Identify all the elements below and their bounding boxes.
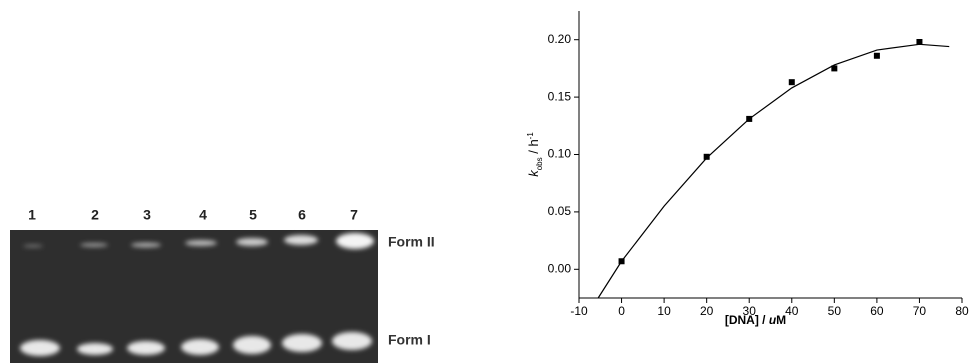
point [874, 53, 880, 59]
x-label-part: [DNA] / [725, 313, 769, 327]
form-i-label: Form I [388, 332, 431, 348]
point [704, 154, 710, 160]
lane-label: 6 [298, 207, 306, 223]
lane-label: 5 [249, 207, 257, 223]
y-tick-label: 0.15 [548, 89, 572, 103]
x-tick-label: 80 [955, 304, 969, 318]
point [789, 79, 795, 85]
lane-label: 1 [28, 207, 36, 223]
x-tick-label: 70 [913, 304, 927, 318]
lane-label: 2 [91, 207, 99, 223]
point [916, 39, 922, 45]
x-label-part: M [776, 313, 786, 327]
x-tick-label: 0 [618, 304, 625, 318]
gel [10, 230, 378, 363]
x-tick-label: 10 [657, 304, 671, 318]
lane-label: 3 [143, 207, 151, 223]
figure: Form II Form I 1 2 3 4 5 6 7 0.00 0.05 0.10 0.15 0.… [0, 0, 976, 363]
y-tick-label: 0.10 [548, 147, 572, 161]
y-label-part: -1 [526, 132, 535, 140]
point [746, 116, 752, 122]
x-tick-label: 50 [828, 304, 842, 318]
point [831, 65, 837, 71]
y-tick-label: 0.05 [548, 204, 572, 218]
lane-label: 4 [199, 207, 207, 223]
fit-curve [598, 44, 949, 298]
y-label-part: / h [526, 139, 541, 157]
x-tick-label: 20 [700, 304, 714, 318]
form-ii-label: Form II [388, 234, 435, 250]
x-tick-label: 40 [785, 304, 799, 318]
y-label-part: obs [535, 157, 544, 170]
y-tick-label: 0.00 [548, 261, 572, 275]
x-tick-label: 60 [870, 304, 884, 318]
y-tick-label: 0.20 [548, 32, 572, 46]
y-axis-label: kobs / h-1 [526, 132, 544, 177]
x-tick-label: -10 [570, 304, 588, 318]
x-axis-label: [DNA] / uM [725, 313, 786, 327]
lane-label: 7 [350, 207, 358, 223]
point [619, 258, 625, 264]
